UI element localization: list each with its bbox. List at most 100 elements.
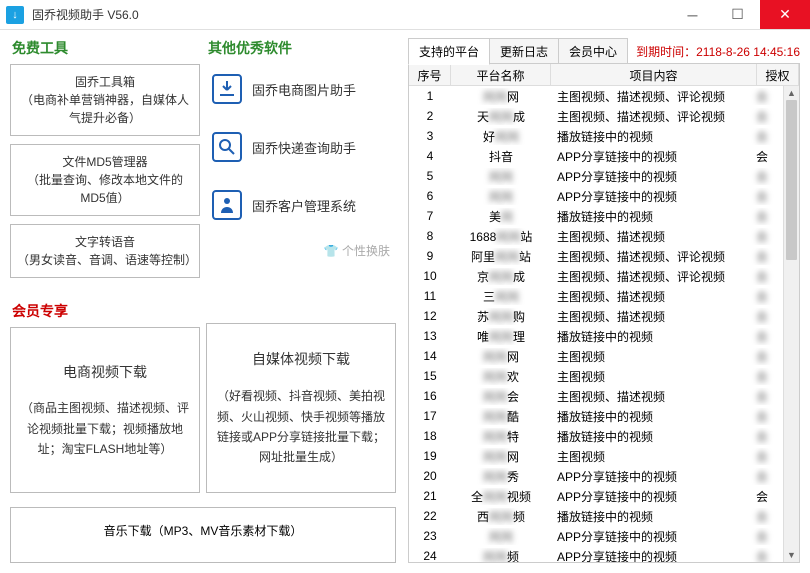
app-icon: ↓ — [6, 6, 24, 24]
member-column-2: 自媒体视频下载 （好看视频、抖音视频、美拍视频、火山视频、快手视频等播放链接或A… — [206, 301, 396, 501]
table-row[interactable]: 17网网酷播放链接中的视频会 — [409, 406, 783, 426]
software-label: 固乔快递查询助手 — [252, 138, 356, 157]
title-bar: ↓ 固乔视频助手 V56.0 ─ ☐ ✕ — [0, 0, 810, 30]
table-row[interactable]: 3好网网播放链接中的视频会 — [409, 126, 783, 146]
cell-auth: 会 — [741, 228, 783, 245]
cell-name: 网网 — [451, 528, 551, 545]
cell-auth: 会 — [741, 248, 783, 265]
table-row[interactable]: 22西网网频播放链接中的视频会 — [409, 506, 783, 526]
table-row[interactable]: 81688网网站主图视频、描述视频会 — [409, 226, 783, 246]
expire-time: 到期时间：2118-8-26 14:45:16 — [636, 43, 800, 60]
other-software-title: 其他优秀软件 — [206, 38, 396, 58]
ecommerce-video-card[interactable]: 电商视频下载 （商品主图视频、描述视频、评论视频批量下载；视频播放地址；淘宝FL… — [10, 327, 200, 493]
cell-content: APP分享链接中的视频 — [551, 488, 741, 505]
cell-auth: 会 — [741, 468, 783, 485]
table-row[interactable]: 4抖音APP分享链接中的视频会 — [409, 146, 783, 166]
table-row[interactable]: 1网网网主图视频、描述视频、评论视频会 — [409, 86, 783, 106]
table-row[interactable]: 12苏网网购主图视频、描述视频会 — [409, 306, 783, 326]
cell-name: 苏网网购 — [451, 308, 551, 325]
cell-index: 20 — [409, 469, 451, 483]
tab-1[interactable]: 更新日志 — [489, 38, 559, 65]
cell-name: 阿里网网站 — [451, 248, 551, 265]
maximize-button[interactable]: ☐ — [715, 0, 760, 29]
cell-index: 6 — [409, 189, 451, 203]
table-row[interactable]: 11三网网主图视频、描述视频会 — [409, 286, 783, 306]
table-row[interactable]: 6网网APP分享链接中的视频会 — [409, 186, 783, 206]
cell-index: 13 — [409, 329, 451, 343]
free-tool-card[interactable]: 文字转语音（男女读音、音调、语速等控制） — [10, 224, 200, 278]
cell-auth: 会 — [741, 328, 783, 345]
table-row[interactable]: 19网网网主图视频会 — [409, 446, 783, 466]
window-title: 固乔视频助手 V56.0 — [32, 6, 670, 23]
table-row[interactable]: 16网网会主图视频、描述视频会 — [409, 386, 783, 406]
member-column-1: 会员专享 电商视频下载 （商品主图视频、描述视频、评论视频批量下载；视频播放地址… — [10, 301, 200, 501]
table-row[interactable]: 15网网欢主图视频会 — [409, 366, 783, 386]
scroll-thumb[interactable] — [786, 100, 797, 260]
tab-2[interactable]: 会员中心 — [558, 38, 628, 65]
cell-index: 9 — [409, 249, 451, 263]
cell-content: 播放链接中的视频 — [551, 128, 741, 145]
table-row[interactable]: 20网网秀APP分享链接中的视频会 — [409, 466, 783, 486]
cell-auth: 会 — [741, 368, 783, 385]
free-tool-card[interactable]: 文件MD5管理器（批量查询、修改本地文件的MD5值） — [10, 144, 200, 216]
card-desc: （男女读音、音调、语速等控制） — [17, 251, 193, 269]
card-title: 自媒体视频下载 — [217, 348, 385, 372]
table-row[interactable]: 9阿里网网站主图视频、描述视频、评论视频会 — [409, 246, 783, 266]
cell-index: 23 — [409, 529, 451, 543]
card-desc: （商品主图视频、描述视频、评论视频批量下载；视频播放地址；淘宝FLASH地址等） — [21, 398, 189, 459]
cell-content: 主图视频 — [551, 348, 741, 365]
selfmedia-video-card[interactable]: 自媒体视频下载 （好看视频、抖音视频、美拍视频、火山视频、快手视频等播放链接或A… — [206, 323, 396, 493]
tabs-bar: 支持的平台更新日志会员中心 到期时间：2118-8-26 14:45:16 — [408, 38, 800, 64]
cell-content: 主图视频、描述视频 — [551, 288, 741, 305]
theme-link[interactable]: 个性换肤 — [206, 238, 396, 263]
scroll-down-icon[interactable]: ▼ — [784, 548, 799, 562]
card-title: 文件MD5管理器 — [17, 153, 193, 171]
scroll-up-icon[interactable]: ▲ — [784, 86, 799, 100]
software-item[interactable]: 固乔电商图片助手 — [206, 64, 396, 122]
cell-content: 主图视频 — [551, 448, 741, 465]
minimize-button[interactable]: ─ — [670, 0, 715, 29]
software-item[interactable]: 固乔客户管理系统 — [206, 180, 396, 238]
cell-content: 主图视频、描述视频、评论视频 — [551, 268, 741, 285]
cell-index: 4 — [409, 149, 451, 163]
cell-name: 唯网网理 — [451, 328, 551, 345]
cell-content: 播放链接中的视频 — [551, 428, 741, 445]
table-row[interactable]: 2天网网成主图视频、描述视频、评论视频会 — [409, 106, 783, 126]
table-row[interactable]: 21全网网视频APP分享链接中的视频会 — [409, 486, 783, 506]
free-tools-title: 免费工具 — [10, 38, 200, 58]
table-row[interactable]: 7美网播放链接中的视频会 — [409, 206, 783, 226]
close-button[interactable]: ✕ — [760, 0, 810, 29]
table-row[interactable]: 14网网网主图视频会 — [409, 346, 783, 366]
tab-0[interactable]: 支持的平台 — [408, 38, 490, 65]
cell-index: 24 — [409, 549, 451, 562]
cell-auth: 会 — [741, 128, 783, 145]
cell-auth: 会 — [741, 208, 783, 225]
cell-content: 主图视频、描述视频 — [551, 308, 741, 325]
music-download-card[interactable]: 音乐下载（MP3、MV音乐素材下载） — [10, 507, 396, 563]
cell-index: 10 — [409, 269, 451, 283]
card-desc: （好看视频、抖音视频、美拍视频、火山视频、快手视频等播放链接或APP分享链接批量… — [217, 386, 385, 468]
cell-content: 播放链接中的视频 — [551, 408, 741, 425]
table-row[interactable]: 5网网APP分享链接中的视频会 — [409, 166, 783, 186]
window-buttons: ─ ☐ ✕ — [670, 0, 810, 29]
table-row[interactable]: 13唯网网理播放链接中的视频会 — [409, 326, 783, 346]
th-content: 项目内容 — [551, 64, 757, 85]
table-row[interactable]: 10京网网成主图视频、描述视频、评论视频会 — [409, 266, 783, 286]
cell-index: 7 — [409, 209, 451, 223]
cell-auth: 会 — [741, 408, 783, 425]
cell-name: 网网频 — [451, 548, 551, 563]
cell-name: 西网网频 — [451, 508, 551, 525]
free-tool-card[interactable]: 固乔工具箱（电商补单营销神器，自媒体人气提升必备） — [10, 64, 200, 136]
software-item[interactable]: 固乔快递查询助手 — [206, 122, 396, 180]
cell-auth: 会 — [741, 388, 783, 405]
vertical-scrollbar[interactable]: ▲ ▼ — [783, 86, 799, 562]
table-row[interactable]: 18网网特播放链接中的视频会 — [409, 426, 783, 446]
cell-name: 网网网 — [451, 88, 551, 105]
cell-name: 网网酷 — [451, 408, 551, 425]
table-row[interactable]: 23网网APP分享链接中的视频会 — [409, 526, 783, 546]
cell-index: 3 — [409, 129, 451, 143]
cell-name: 天网网成 — [451, 108, 551, 125]
table-row[interactable]: 24网网频APP分享链接中的视频会 — [409, 546, 783, 562]
cell-auth: 会 — [741, 288, 783, 305]
cell-name: 网网会 — [451, 388, 551, 405]
